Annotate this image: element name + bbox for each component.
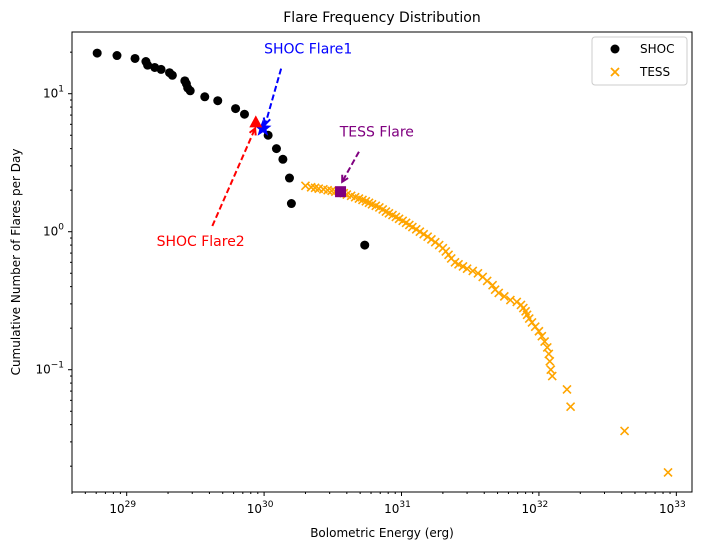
- legend-shoc-label: SHOC: [640, 42, 674, 56]
- tess-point: [300, 181, 311, 191]
- shoc-point: [278, 154, 288, 164]
- tess-point: [562, 384, 572, 394]
- shoc-point: [130, 53, 140, 63]
- x-tick-label: 1032: [522, 500, 549, 516]
- tess-point: [544, 349, 554, 359]
- annotation-arrow-head: [262, 117, 271, 127]
- tess-point: [524, 313, 534, 324]
- annotation-label: SHOC Flare2: [157, 234, 245, 250]
- tess-point: [547, 371, 557, 381]
- tess-point: [540, 336, 550, 347]
- x-tick-label: 1030: [247, 500, 274, 516]
- annotation-arrow-head: [248, 126, 257, 136]
- tess-point: [419, 229, 429, 239]
- annotation-arrow-line: [211, 128, 257, 227]
- tess-point: [488, 280, 498, 290]
- x-axis-label: Bolometric Energy (erg): [310, 526, 454, 540]
- tess-point: [453, 259, 464, 269]
- legend-tess-label: TESS: [639, 65, 670, 79]
- plot-area: 1029 1030 1031 1032 1033 10−1 100 101 SHOC Flare…: [35, 42, 685, 516]
- tess-point: [566, 402, 576, 412]
- shoc-flare2-marker: [249, 115, 263, 128]
- shoc-point: [213, 96, 223, 106]
- tess-point: [468, 266, 478, 276]
- shoc-point: [271, 144, 281, 154]
- axes-frame: [71, 31, 693, 493]
- shoc-point: [92, 48, 102, 58]
- legend-shoc-marker: [610, 44, 620, 54]
- tess-point: [537, 331, 547, 341]
- tess-point: [545, 356, 555, 366]
- chart-title: Flare Frequency Distribution: [283, 10, 480, 26]
- tess-point: [534, 326, 544, 336]
- x-tick-label: 1033: [659, 500, 686, 516]
- shoc-point: [143, 60, 153, 70]
- shoc-point: [156, 64, 166, 74]
- tess-point: [482, 276, 492, 286]
- tess-point: [663, 467, 673, 478]
- y-tick-label: 100: [43, 223, 64, 239]
- annotation-label: SHOC Flare1: [264, 42, 352, 58]
- shoc-point: [284, 173, 294, 183]
- tess-point: [462, 264, 472, 274]
- shoc-point: [185, 86, 195, 96]
- shoc-point: [360, 240, 370, 250]
- tess-point: [494, 288, 504, 298]
- shoc-point: [200, 92, 210, 102]
- legend: SHOC TESS: [591, 36, 688, 86]
- shoc-point: [231, 104, 241, 114]
- y-tick-label: 101: [43, 85, 64, 101]
- shoc-point: [286, 199, 296, 209]
- annotation-arrow-line: [264, 68, 283, 125]
- annotation-arrow-line: [341, 151, 360, 183]
- y-tick-label: 10−1: [35, 361, 64, 377]
- annotation-arrow-head: [341, 174, 349, 184]
- shoc-point: [239, 109, 249, 119]
- shoc-flare1-marker: [254, 119, 272, 136]
- y-axis-label: Cumulative Number of Flares per Day: [9, 149, 23, 376]
- x-tick-label: 1031: [384, 500, 411, 516]
- legend-tess-marker: [610, 67, 620, 77]
- shoc-point: [112, 51, 122, 61]
- tess-point: [499, 291, 509, 301]
- tess-flare-marker: [335, 186, 347, 198]
- shoc-point: [167, 70, 177, 80]
- x-tick-label: 1029: [109, 500, 136, 516]
- tess-point: [505, 295, 515, 305]
- tess-point: [542, 342, 552, 353]
- annotation-label: TESS Flare: [339, 124, 414, 140]
- tess-point: [620, 426, 630, 436]
